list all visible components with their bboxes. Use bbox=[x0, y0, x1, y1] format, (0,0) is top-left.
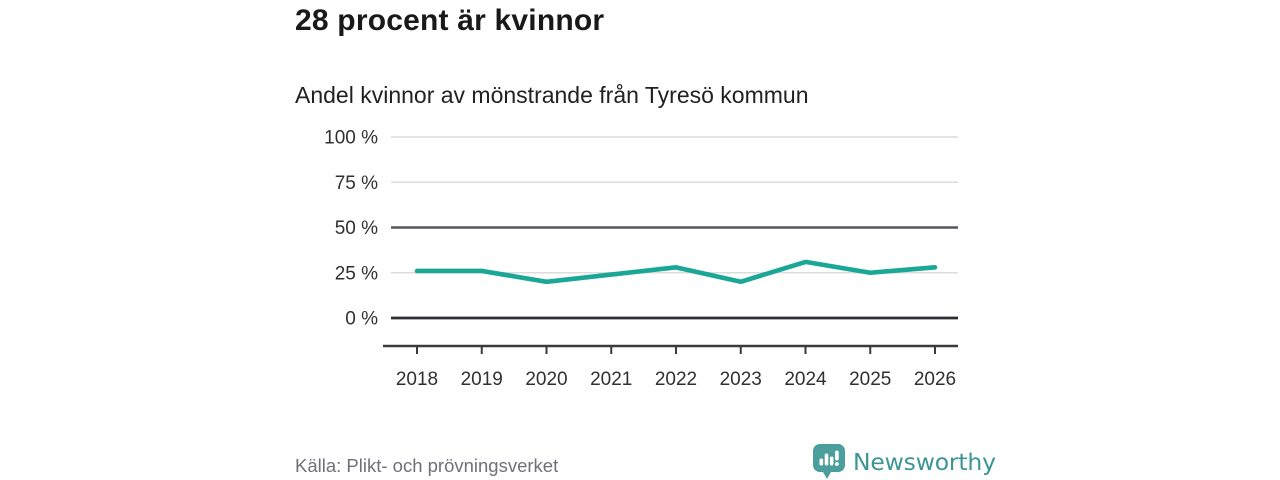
x-tick-label: 2018 bbox=[396, 369, 438, 390]
newsworthy-bar-chart-bubble-icon bbox=[813, 444, 845, 479]
y-tick-label: 50 % bbox=[335, 218, 378, 239]
chart-subtitle: Andel kvinnor av mönstrande från Tyresö … bbox=[295, 82, 809, 108]
x-tick-label: 2019 bbox=[461, 369, 503, 390]
x-tick-label: 2024 bbox=[784, 369, 827, 390]
page-title: 28 procent är kvinnor bbox=[295, 4, 605, 37]
x-tick-label: 2025 bbox=[849, 369, 891, 390]
x-tick-label: 2021 bbox=[590, 369, 632, 390]
x-tick-label: 2020 bbox=[525, 369, 567, 390]
y-tick-label: 25 % bbox=[335, 263, 378, 284]
x-tick-label: 2026 bbox=[914, 369, 956, 390]
x-tick-label: 2022 bbox=[655, 369, 697, 390]
y-tick-label: 75 % bbox=[335, 173, 378, 194]
line-chart: 100 % 75 % 50 % 25 % 0 % 2018 2019 2020 2021 2022… bbox=[324, 128, 958, 390]
newsworthy-logo: Newsworthy bbox=[812, 443, 996, 480]
y-tick-label: 0 % bbox=[345, 309, 378, 330]
x-tick-label: 2023 bbox=[720, 369, 762, 390]
data-line bbox=[414, 259, 938, 285]
y-tick-label: 100 % bbox=[324, 128, 378, 149]
newsworthy-wordmark: Newsworthy bbox=[853, 447, 996, 476]
source-note: Källa: Plikt- och prövningsverket bbox=[295, 455, 559, 476]
